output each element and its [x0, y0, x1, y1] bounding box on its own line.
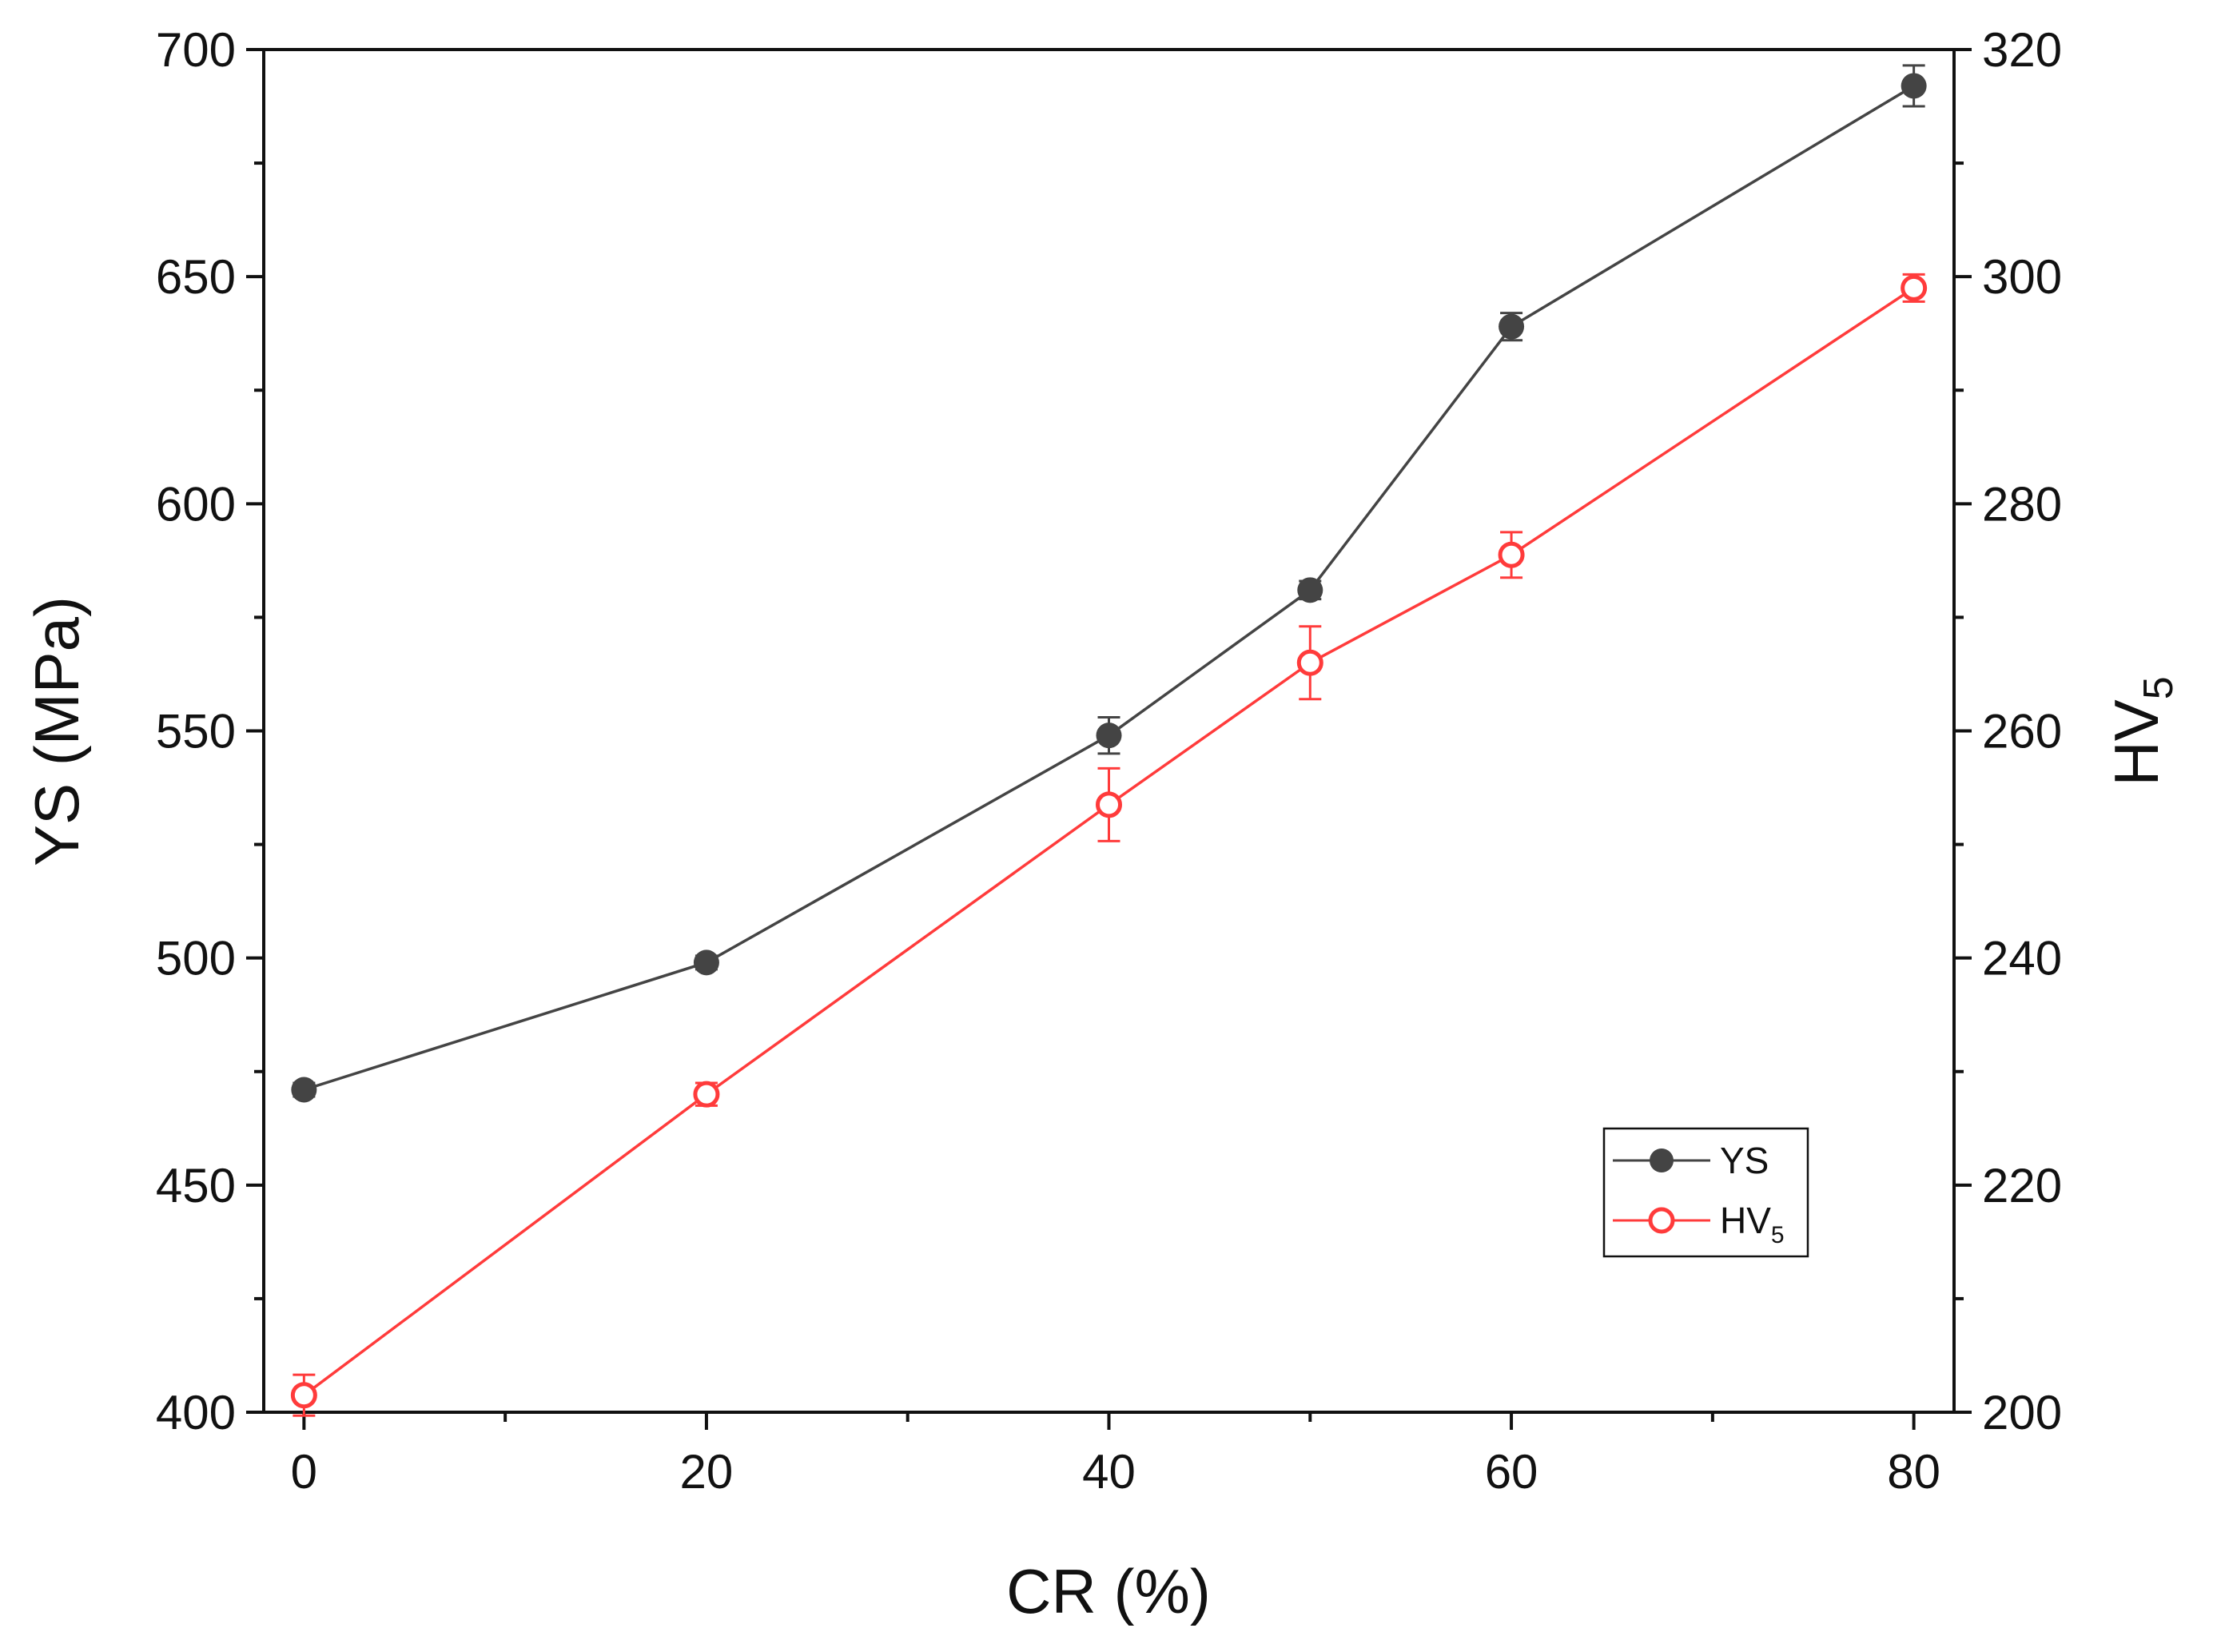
series-ys — [291, 64, 1927, 1103]
y-axis-right: 200 220 240 260 280 300 320 — [1954, 23, 2062, 1439]
data-point-hv5 — [290, 1382, 317, 1409]
x-axis: 0 20 40 60 80 — [291, 1412, 1940, 1499]
y-right-tick-label: 320 — [1982, 23, 2062, 77]
data-point-hv5 — [693, 1081, 720, 1108]
x-tick-label: 0 — [291, 1445, 317, 1499]
legend-hv-label-base: HV — [1720, 1200, 1771, 1241]
data-point-hv5 — [1096, 791, 1122, 818]
x-tick-label: 20 — [680, 1445, 734, 1499]
y-axis-left: 400 450 500 550 600 650 700 — [156, 23, 264, 1439]
y-right-tick-label: 220 — [1982, 1159, 2062, 1212]
series-line-hv5 — [303, 286, 1915, 1397]
series-line-ys — [303, 84, 1915, 1092]
y-left-tick-label: 700 — [156, 23, 236, 77]
y-right-tick-label: 240 — [1982, 932, 2062, 985]
y-left-tick-label: 500 — [156, 932, 236, 985]
legend-hv-marker — [1648, 1207, 1675, 1234]
y-left-tick-label: 550 — [156, 705, 236, 758]
y-axis-right-title: HV5 — [2101, 676, 2182, 786]
legend-box — [1602, 1127, 1809, 1258]
legend: YS HV5 — [1602, 1127, 1809, 1258]
legend-hv-label-sub: 5 — [1771, 1222, 1785, 1248]
data-point-ys — [693, 949, 719, 976]
data-point-hv5 — [1901, 274, 1928, 301]
y-left-tick-label: 600 — [156, 477, 236, 531]
y-right-tick-label: 280 — [1982, 477, 2062, 531]
legend-hv-label: HV5 — [1720, 1200, 1785, 1248]
legend-ys-marker — [1650, 1148, 1674, 1172]
y-right-tick-label: 200 — [1982, 1386, 2062, 1439]
series-hv5 — [290, 273, 1928, 1417]
y-left-tick-label: 400 — [156, 1386, 236, 1439]
y-axis-left-title: YS (MPa) — [22, 596, 92, 866]
y-right-tick-label: 260 — [1982, 705, 2062, 758]
data-point-ys — [1096, 723, 1122, 749]
x-tick-label: 60 — [1485, 1445, 1538, 1499]
x-axis-title: CR (%) — [1006, 1556, 1211, 1626]
y-left-tick-label: 650 — [156, 250, 236, 304]
data-point-ys — [1901, 73, 1927, 99]
y-axis-right-title-base: HV — [2101, 699, 2171, 786]
series-layer — [290, 64, 1928, 1417]
y-axis-right-title-sub: 5 — [2135, 676, 2182, 699]
x-tick-label: 80 — [1887, 1445, 1940, 1499]
data-point-ys — [1499, 313, 1525, 340]
data-point-hv5 — [1296, 649, 1323, 676]
data-point-ys — [291, 1077, 317, 1103]
y-left-tick-label: 450 — [156, 1159, 236, 1212]
legend-ys-label: YS — [1720, 1140, 1769, 1181]
data-point-ys — [1297, 577, 1323, 603]
x-tick-label: 40 — [1082, 1445, 1136, 1499]
y-right-tick-label: 300 — [1982, 250, 2062, 304]
data-point-hv5 — [1498, 541, 1525, 568]
